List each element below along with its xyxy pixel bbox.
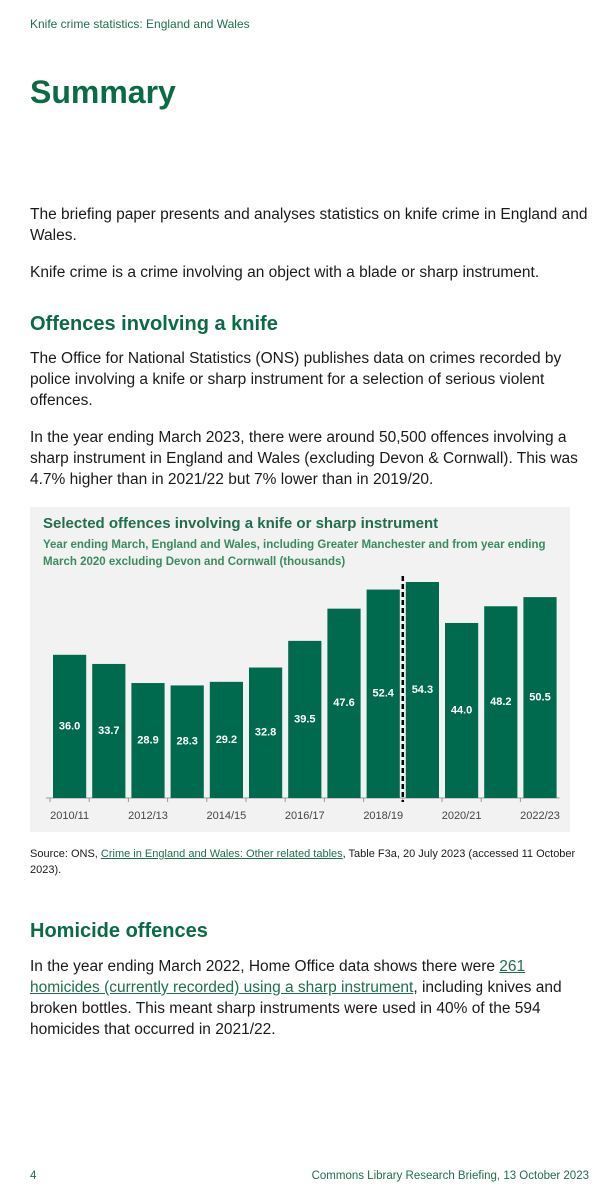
x-tick-label: 2014/15 [207, 810, 247, 822]
paragraph: The briefing paper presents and analyses… [30, 206, 588, 244]
bar [249, 667, 283, 798]
section-heading: Offences involving a knife [30, 313, 278, 335]
value-label: 33.7 [98, 725, 119, 737]
bar [170, 685, 204, 798]
bar [405, 582, 439, 798]
bar [523, 597, 557, 798]
source-text: Source: ONS, [30, 848, 101, 860]
bar [209, 681, 243, 798]
bar [288, 640, 322, 798]
text: In the year ending March 2022, Home Offi… [30, 958, 500, 975]
running-header: Knife crime statistics: England and Wale… [30, 17, 250, 31]
value-label: 48.2 [490, 696, 511, 708]
bar [327, 608, 361, 798]
x-tick-label: 2020/21 [442, 810, 482, 822]
source-note: Source: ONS, Crime in England and Wales:… [30, 846, 585, 878]
source-link[interactable]: Crime in England and Wales: Other relate… [100, 848, 343, 860]
bar [131, 683, 165, 798]
link[interactable]: 261 homicides (currently recorded) using… [30, 958, 526, 996]
bar [445, 622, 479, 798]
x-tick-label: 2012/13 [128, 810, 168, 822]
value-label: 50.5 [529, 691, 550, 703]
running-footer: Commons Library Research Briefing, 13 Oc… [311, 1170, 589, 1182]
paragraph: In the year ending March 2022, Home Offi… [30, 956, 590, 1040]
value-label: 47.6 [333, 697, 354, 709]
x-tick-label: 2010/11 [50, 810, 89, 822]
x-tick-label: 2022/23 [520, 810, 560, 822]
paragraph: Knife crime is a crime involving an obje… [30, 264, 540, 281]
chart-title: Selected offences involving a knife or s… [43, 515, 439, 532]
bar [484, 606, 518, 798]
value-label: 28.3 [176, 736, 197, 748]
source-text: , Table F3a, 20 July 2023 (accessed 11 O… [30, 848, 576, 876]
paragraph: The Office for National Statistics (ONS)… [30, 350, 562, 409]
x-tick-label: 2016/17 [285, 810, 325, 822]
page-number: 4 [30, 1170, 37, 1182]
value-label: 52.4 [372, 688, 394, 700]
bar [53, 654, 87, 798]
value-label: 39.5 [294, 713, 315, 725]
chart-subtitle: Year ending March, England and Wales, in… [43, 539, 546, 568]
text: , including knives and broken bottles. T… [30, 979, 562, 1038]
chart: Selected offences involving a knife or s… [30, 507, 570, 832]
value-label: 29.2 [216, 734, 237, 746]
section-heading: Homicide offences [30, 920, 208, 942]
value-label: 44.0 [451, 704, 472, 716]
chart-plot: 36.0 2010/11 33.7 28.9 2012/13 28.3 29.2 2014/1… [46, 576, 560, 822]
value-label: 54.3 [412, 684, 433, 696]
value-label: 36.0 [59, 720, 80, 732]
x-tick-label: 2018/19 [363, 810, 403, 822]
bar [92, 663, 126, 798]
bar [366, 589, 400, 798]
value-label: 28.9 [137, 734, 158, 746]
value-label: 32.8 [255, 727, 276, 739]
paragraph: In the year ending March 2023, there wer… [30, 429, 578, 488]
page-title: Summary [30, 74, 176, 110]
